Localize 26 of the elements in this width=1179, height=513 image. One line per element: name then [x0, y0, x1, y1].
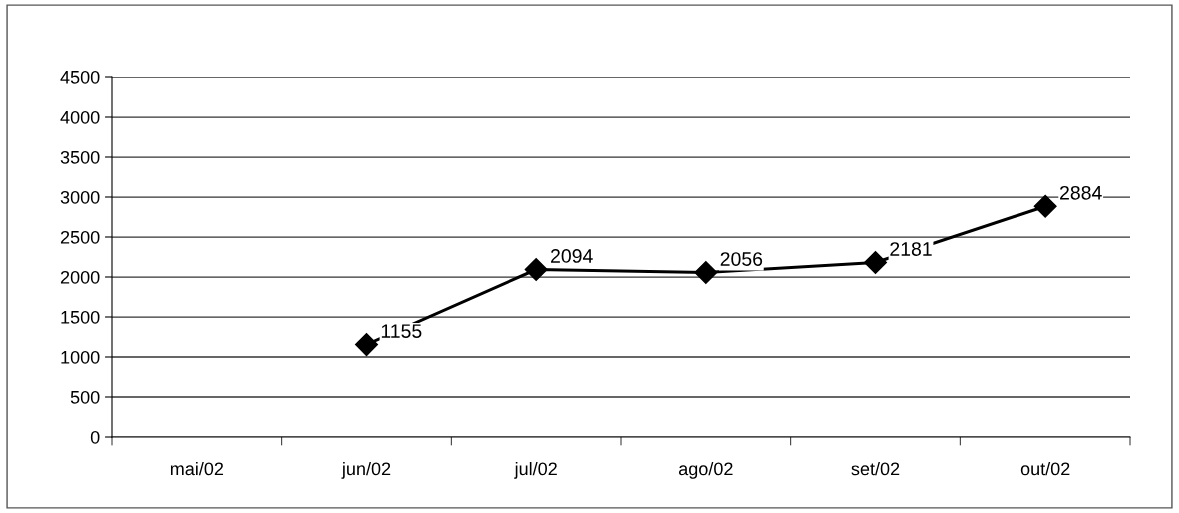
point [1033, 194, 1057, 218]
y-tick-label: 1000 [61, 350, 100, 364]
data-label: 2884 [1060, 185, 1102, 200]
y-tick-label: 2500 [60, 230, 100, 244]
y-tick-label: 1500 [61, 310, 100, 324]
point [355, 333, 378, 357]
y-tick-label: 0 [90, 430, 100, 444]
point [524, 257, 548, 281]
y-tick-label: 3000 [60, 190, 100, 204]
data-label: 2181 [890, 242, 932, 256]
x-tick-label: ago/02 [678, 462, 733, 479]
data-label: 2056 [720, 252, 763, 266]
x-tick-label: set/02 [851, 462, 900, 476]
x-tick-label: out/02 [1020, 462, 1070, 476]
x-tick-label: jul/02 [514, 462, 557, 479]
y-tick-label: 500 [70, 390, 100, 404]
data-label: 2094 [551, 249, 593, 263]
y-tick-label: 4500 [60, 70, 100, 84]
point [864, 251, 887, 275]
y-tick-label: 4000 [60, 110, 100, 124]
y-tick-label: 3500 [60, 150, 100, 164]
x-tick-label: jun/02 [341, 462, 391, 479]
y-tick-label: 2000 [60, 270, 100, 284]
data-label: 1155 [381, 324, 422, 338]
x-tick-label: mai/02 [170, 462, 224, 476]
point [694, 261, 718, 285]
